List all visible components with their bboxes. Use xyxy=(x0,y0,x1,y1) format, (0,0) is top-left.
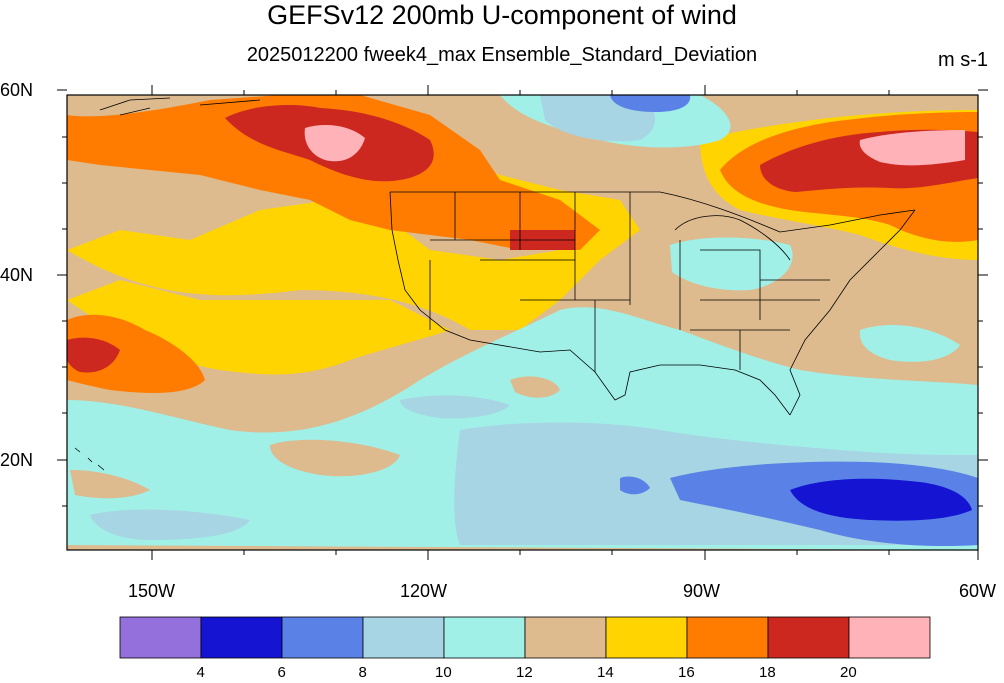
colorbar-tick-label: 16 xyxy=(678,664,695,681)
map-fill-layer xyxy=(67,95,978,550)
field-orange-north-pacific xyxy=(67,95,600,250)
us-canada-border-east xyxy=(659,191,916,233)
field-lightblue-west xyxy=(90,509,250,540)
lat-label-40n: 40N xyxy=(0,265,34,285)
colorbar-tick-label: 18 xyxy=(759,664,776,681)
colorbar-swatch xyxy=(848,616,931,659)
lat-label-20n: 20N xyxy=(0,450,34,470)
colorbar-tick-label: 12 xyxy=(516,664,533,681)
field-darkblue-core xyxy=(790,478,972,521)
colorbar-swatch xyxy=(119,616,202,659)
colorbar-swatch xyxy=(200,616,283,659)
field-blue-patch xyxy=(620,476,650,495)
colorbar-tick-label: 8 xyxy=(358,664,367,681)
colorbar-tick-label: 4 xyxy=(196,664,205,681)
colorbar-tick-label: 6 xyxy=(277,664,286,681)
field-tan-patch-2 xyxy=(510,376,560,398)
lon-label-90w: 90W xyxy=(683,581,721,601)
political-boundaries xyxy=(74,97,916,471)
map-frame xyxy=(66,94,979,551)
map-subtitle: 2025012200 fweek4_max Ensemble_Standard_… xyxy=(246,44,758,66)
map-title: GEFSv12 200mb U-component of wind xyxy=(267,0,737,30)
colorbar-swatch xyxy=(362,616,445,659)
gulf-coast xyxy=(469,339,791,416)
field-pink-atlantic xyxy=(859,130,965,166)
colorbar-swatch xyxy=(767,616,850,659)
great-lakes xyxy=(674,215,791,261)
lon-label-60w: 60W xyxy=(959,581,997,601)
west-coast xyxy=(389,191,471,341)
colorbar xyxy=(119,616,931,659)
alaska-coast xyxy=(99,97,261,116)
field-aqua-great-lakes xyxy=(670,237,793,291)
field-lightblue-1 xyxy=(400,395,510,419)
field-yellow-mid xyxy=(67,200,600,330)
field-tan-patch-3 xyxy=(70,470,150,499)
field-red-central-pacific xyxy=(67,337,120,373)
lon-label-120w: 120W xyxy=(400,581,448,601)
lat-label-60n: 60N xyxy=(0,80,34,100)
colorbar-tick-label: 14 xyxy=(597,664,614,681)
colorbar-tick-label: 20 xyxy=(840,664,857,681)
colorbar-swatch xyxy=(443,616,526,659)
field-blue-north xyxy=(610,95,691,112)
colorbar-swatch xyxy=(605,616,688,659)
axis-ticks xyxy=(57,85,988,560)
colorbar-swatch xyxy=(281,616,364,659)
state-lines xyxy=(429,192,830,372)
units-label: m s-1 xyxy=(938,49,988,71)
field-pink-alaska xyxy=(304,125,365,162)
colorbar-tick-label: 10 xyxy=(435,664,452,681)
east-coast xyxy=(789,209,916,416)
hawaii-islands xyxy=(74,447,105,471)
field-orange-central-pacific xyxy=(67,314,205,393)
colorbar-swatch xyxy=(524,616,607,659)
colorbar-swatch xyxy=(686,616,769,659)
lon-label-150w: 150W xyxy=(128,581,176,601)
field-tan-patch-1 xyxy=(270,439,400,477)
field-aqua-atlantic xyxy=(859,325,960,362)
